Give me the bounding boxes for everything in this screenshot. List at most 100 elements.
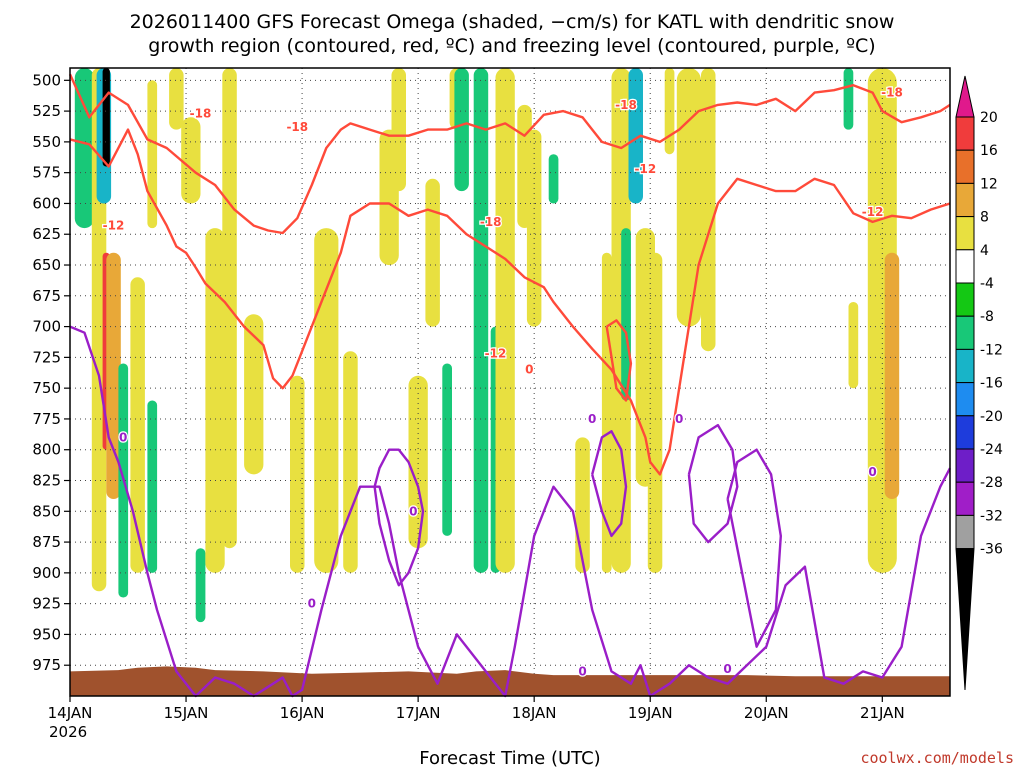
omega-cell-31	[548, 154, 559, 204]
y-tick-label-550: 550	[32, 133, 61, 151]
omega-cell-38	[647, 252, 663, 573]
omega-cell-39	[664, 68, 675, 155]
omega-cell-28	[495, 68, 515, 573]
colorbar: 20 16 12 8 4 -4 -8 -12 -16 -20 -24 -28 -32 -36	[955, 75, 1003, 691]
omega-cell-20	[391, 68, 406, 192]
omega-cell-0	[74, 68, 95, 229]
y-tick-label-900: 900	[32, 564, 61, 582]
colorbar-bin-7	[955, 315, 975, 350]
omega-cell-44	[884, 252, 900, 499]
contour-label-1: -18	[286, 120, 308, 134]
closed-contour-1	[591, 430, 628, 538]
y-tick-label-725: 725	[32, 348, 61, 366]
colorbar-label-0: 20	[980, 110, 998, 126]
y-tick-label-600: 600	[32, 194, 61, 212]
colorbar-bin-3	[955, 182, 975, 218]
y-tick-label-675: 675	[32, 287, 61, 305]
chart-title-line2: growth region (contoured, red, ºC) and f…	[148, 35, 875, 57]
colorbar-label-4: 4	[980, 243, 989, 259]
omega-cell-9	[147, 400, 158, 573]
omega-cell-3	[102, 68, 110, 167]
colorbar-label-13: -36	[980, 542, 1003, 558]
contour-label-12: 0	[409, 504, 417, 518]
plot-frame	[69, 67, 951, 697]
colorbar-bin-12	[955, 481, 975, 516]
contour-label-13: 0	[578, 664, 586, 678]
omega-cell-16	[290, 375, 305, 573]
contour-label-17: 0	[868, 465, 876, 479]
closed-contour-0	[373, 448, 425, 587]
colorbar-bin-6	[955, 282, 975, 317]
contour-label-3: -18	[615, 98, 637, 112]
omega-cell-17	[314, 228, 339, 573]
omega-cell-22	[425, 178, 440, 327]
omega-cell-12	[195, 548, 206, 623]
contour-label-layer: -18 -18 -18 -18 -18 -12 -12 -12 -12 0 0 0 0 0 0 0 0 0	[101, 84, 904, 679]
x-tick-label-0: 14JAN	[48, 704, 93, 722]
colorbar-bin-9	[955, 382, 975, 417]
closed-contour-3	[726, 448, 782, 648]
colorbar-label-2: 12	[980, 176, 998, 192]
omega-cell-8	[147, 80, 158, 229]
contour-layer	[68, 73, 952, 698]
contour-label-16: 0	[723, 662, 731, 676]
omega-cell-18	[343, 351, 358, 573]
contour-line-2	[69, 325, 952, 698]
y-tick-label-575: 575	[32, 164, 61, 182]
colorbar-label-11: -28	[980, 475, 1003, 491]
x-tick-label-4: 18JAN	[512, 704, 557, 722]
contour-label-10: 0	[119, 430, 127, 444]
x-axis-year-label: 2026	[49, 723, 87, 741]
colorbar-bin-0	[955, 75, 975, 118]
omega-cell-42	[843, 68, 854, 130]
y-tick-label-875: 875	[32, 533, 61, 551]
contour-label-11: 0	[308, 597, 316, 611]
x-tick-label-7: 21JAN	[860, 704, 905, 722]
y-tick-label-750: 750	[32, 379, 61, 397]
omega-cell-25	[454, 68, 469, 192]
omega-cell-32	[575, 437, 590, 573]
omega-cell-36	[628, 68, 643, 204]
omega-cell-26	[473, 68, 489, 573]
chart-title-line1: 2026011400 GFS Forecast Omega (shaded, −…	[130, 11, 895, 33]
omega-cell-11	[181, 117, 201, 204]
colorbar-label-6: -8	[980, 309, 994, 325]
omega-cell-35	[621, 228, 631, 401]
omega-cell-23	[442, 363, 452, 536]
x-tick-label-3: 17JAN	[396, 704, 441, 722]
omega-cell-21	[408, 375, 428, 549]
y-tick-label-975: 975	[32, 656, 61, 674]
x-tick-label-6: 20JAN	[744, 704, 789, 722]
closed-contour-2	[687, 423, 739, 544]
contour-label-15: 0	[675, 412, 683, 426]
x-tick-label-2: 16JAN	[280, 704, 325, 722]
colorbar-label-3: 8	[980, 210, 989, 226]
closed-contour-4	[605, 319, 633, 402]
y-tick-label-525: 525	[32, 102, 61, 120]
contour-line-0	[68, 73, 951, 235]
omega-cell-10	[169, 68, 184, 130]
y-tick-label-625: 625	[32, 225, 61, 243]
y-tick-label-800: 800	[32, 441, 61, 459]
credit-link[interactable]: coolwx.com/models	[860, 749, 1014, 767]
colorbar-label-10: -24	[980, 442, 1003, 458]
contour-label-14: 0	[588, 412, 596, 426]
x-tick-label-5: 19JAN	[628, 704, 673, 722]
terrain-area	[70, 666, 950, 696]
y-tick-label-650: 650	[32, 256, 61, 274]
omega-cell-33	[601, 252, 612, 573]
colorbar-label-7: -12	[980, 342, 1003, 358]
omega-cell-41	[701, 68, 716, 352]
omega-cell-7	[130, 277, 145, 573]
colorbar-bin-2	[955, 149, 975, 184]
colorbar-label-5: -4	[980, 276, 994, 292]
colorbar-label-1: 16	[980, 143, 998, 159]
contour-label-8: -12	[862, 205, 884, 219]
y-tick-label-850: 850	[32, 502, 61, 520]
x-axis: 14JAN 15JAN 16JAN 17JAN 18JAN 19JAN 20JAN 21JAN	[48, 696, 905, 722]
contour-label-7: -12	[485, 347, 507, 361]
x-axis-title: Forecast Time (UTC)	[419, 748, 600, 768]
colorbar-bin-14	[955, 548, 975, 691]
contour-line-1	[69, 128, 951, 476]
